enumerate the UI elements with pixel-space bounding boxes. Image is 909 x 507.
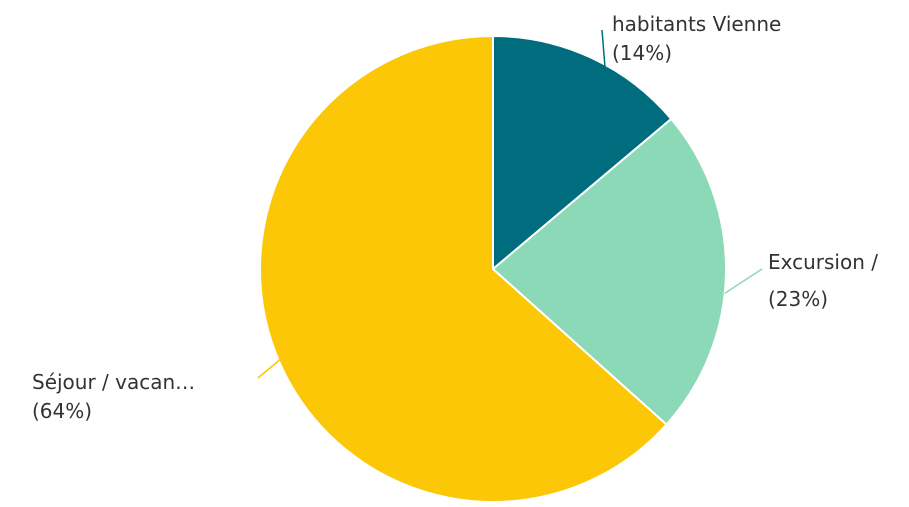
data-label-sejour-vacances-name: Séjour / vacan… (32, 370, 195, 394)
data-label-sejour-vacances-percent: (64%) (32, 399, 92, 423)
pie-slice-s-jour-vacan[interactable] (259, 34, 668, 503)
data-label-habitants-vienne-name: habitants Vienne (612, 12, 781, 36)
pie-slice-excursion[interactable] (491, 117, 727, 426)
data-labels-layer: habitants Vienne (14%) Excursion / (23%)… (32, 12, 878, 423)
leader-line-0 (601, 29, 606, 68)
leader-line-1 (724, 268, 763, 294)
data-label-excursion-percent: (23%) (768, 287, 828, 311)
leader-line-2 (257, 358, 281, 379)
leader-lines-layer (257, 29, 763, 379)
slices-layer (259, 34, 727, 503)
data-label-excursion-name: Excursion / (768, 250, 878, 274)
data-label-habitants-vienne-percent: (14%) (612, 41, 672, 65)
pie-slice-habitants-vienne[interactable] (492, 34, 673, 272)
